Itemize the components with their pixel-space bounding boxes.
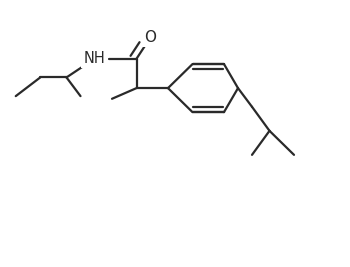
Text: O: O (145, 30, 156, 45)
Text: NH: NH (84, 51, 105, 66)
